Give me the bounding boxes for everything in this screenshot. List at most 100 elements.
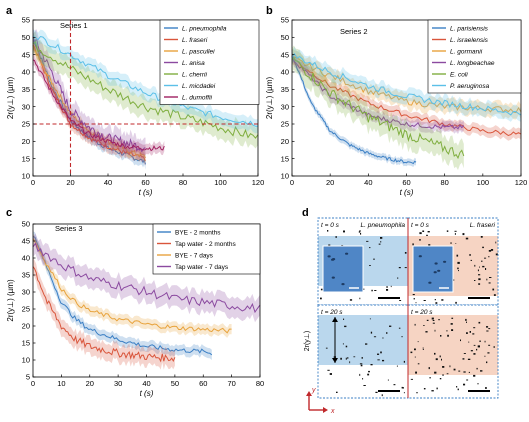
inset-cell <box>331 276 335 279</box>
panel-c: 0 10 20 30 40 50 60 70 80 5 10 15 20 25 30 35 40 45 50 t (s… <box>6 220 264 398</box>
bacterium-dot <box>366 240 369 242</box>
panel-b: 0 20 40 60 80 100 120 10 15 20 25 30 35 40 45 50 55 t (s)… <box>265 16 527 197</box>
bacterium-dot <box>458 270 459 272</box>
bacterium-dot <box>415 371 417 374</box>
bacterium-dot <box>463 383 466 386</box>
bacterium-dot <box>465 318 467 321</box>
stream-band <box>408 315 498 375</box>
series-band-1 <box>33 258 175 370</box>
x-tick-label-6: 60 <box>199 379 207 388</box>
bacterium-dot <box>476 367 478 370</box>
bacterium-dot <box>493 346 495 348</box>
bacterium-dot <box>399 300 402 301</box>
bacterium-dot <box>382 337 384 339</box>
panel-label-c: c <box>6 207 12 219</box>
bacterium-dot <box>439 355 441 358</box>
bacterium-dot <box>360 364 363 367</box>
time-label: t = 0 s <box>321 222 340 229</box>
bacterium-dot <box>370 364 373 366</box>
bacterium-dot <box>397 277 399 279</box>
bacterium-dot <box>450 323 453 325</box>
bacterium-dot <box>462 358 465 360</box>
bacterium-dot <box>369 318 371 320</box>
bacterium-dot <box>423 325 425 326</box>
bacterium-dot <box>403 392 405 394</box>
bacterium-dot <box>380 237 383 239</box>
bacterium-dot <box>495 241 497 244</box>
bacterium-dot <box>370 331 373 334</box>
series-line-1 <box>32 266 176 363</box>
bacterium-dot <box>454 230 457 232</box>
bacterium-dot <box>488 256 490 258</box>
series-title: Series 1 <box>60 21 88 30</box>
y-tick-label-7: 40 <box>22 254 30 263</box>
bacterium-dot <box>358 231 360 233</box>
bacterium-dot <box>446 230 449 232</box>
bacterium-dot <box>486 330 489 332</box>
bacterium-dot <box>495 253 498 256</box>
bacterium-dot <box>455 243 457 244</box>
x-tick-label-1: 10 <box>57 379 65 388</box>
x-tick-label-5: 50 <box>171 379 179 388</box>
time-label: t = 0 s <box>411 222 430 229</box>
legend-label-1: L. fraseri <box>182 37 208 44</box>
legend-label-3: L. anisa <box>182 60 205 67</box>
inset-cell <box>418 255 422 258</box>
bacterium-dot <box>386 286 388 288</box>
y-tick-label-1: 10 <box>22 356 30 365</box>
series-layer <box>32 26 259 170</box>
legend-label-6: L. dumoffii <box>182 94 213 101</box>
inset-cell <box>443 260 447 263</box>
bacterium-dot <box>440 335 442 337</box>
series-line-3 <box>32 36 146 153</box>
bacterium-dot <box>402 387 404 389</box>
bacterium-dot <box>380 351 382 354</box>
legend-label-1: Tap water - 2 months <box>175 241 236 248</box>
bacterium-dot <box>345 345 348 348</box>
image-cell-2: t = 20 s <box>317 304 409 399</box>
y-tick-label-7: 45 <box>22 50 30 59</box>
y-tick-label-9: 50 <box>22 220 30 229</box>
bacterium-dot <box>474 264 476 267</box>
bacterium-dot <box>442 366 445 368</box>
y-tick-label-0: 10 <box>281 172 289 181</box>
bacterium-dot <box>373 258 375 260</box>
bacterium-dot <box>361 357 363 359</box>
bacterium-dot <box>434 329 436 332</box>
x-axis-label: t (s) <box>140 389 154 398</box>
bacterium-dot <box>320 288 323 291</box>
bacterium-dot <box>434 371 437 374</box>
image-cell-1: t = 0 s L. fraseri <box>407 217 499 306</box>
series-line-1 <box>291 58 522 137</box>
series-line-1 <box>32 44 146 161</box>
y-tick-label-6: 40 <box>281 68 289 77</box>
bacterium-dot <box>467 358 471 360</box>
bacterium-dot <box>403 360 405 363</box>
bacterium-dot <box>492 288 495 291</box>
series-band-4 <box>292 45 464 170</box>
series-band-5 <box>292 46 521 122</box>
x-axis-label: t (s) <box>139 188 153 197</box>
series-title: Series 3 <box>55 224 83 233</box>
bacterium-dot <box>413 298 415 300</box>
legend-label-5: P. aeruginosa <box>450 83 490 90</box>
y-tick-label-2: 20 <box>22 137 30 146</box>
bacterium-dot <box>442 374 444 376</box>
y-tick-label-4: 25 <box>22 305 30 314</box>
bacterium-dot <box>485 268 487 270</box>
inset-micrograph <box>412 245 454 293</box>
bacterium-dot <box>469 331 471 333</box>
bacterium-dot <box>427 231 430 233</box>
series-line-2 <box>32 238 232 334</box>
bacterium-dot <box>377 353 380 355</box>
bacterium-dot <box>466 332 468 334</box>
panel-label-d: d <box>302 207 309 219</box>
y-direction-label: y <box>311 387 316 394</box>
x-tick-label-3: 60 <box>402 178 410 187</box>
bacterium-dot <box>328 244 331 246</box>
bacterium-dot <box>401 336 403 338</box>
bacterium-dot <box>457 388 459 391</box>
bacterium-dot <box>419 232 422 235</box>
bacterium-dot <box>404 267 407 269</box>
